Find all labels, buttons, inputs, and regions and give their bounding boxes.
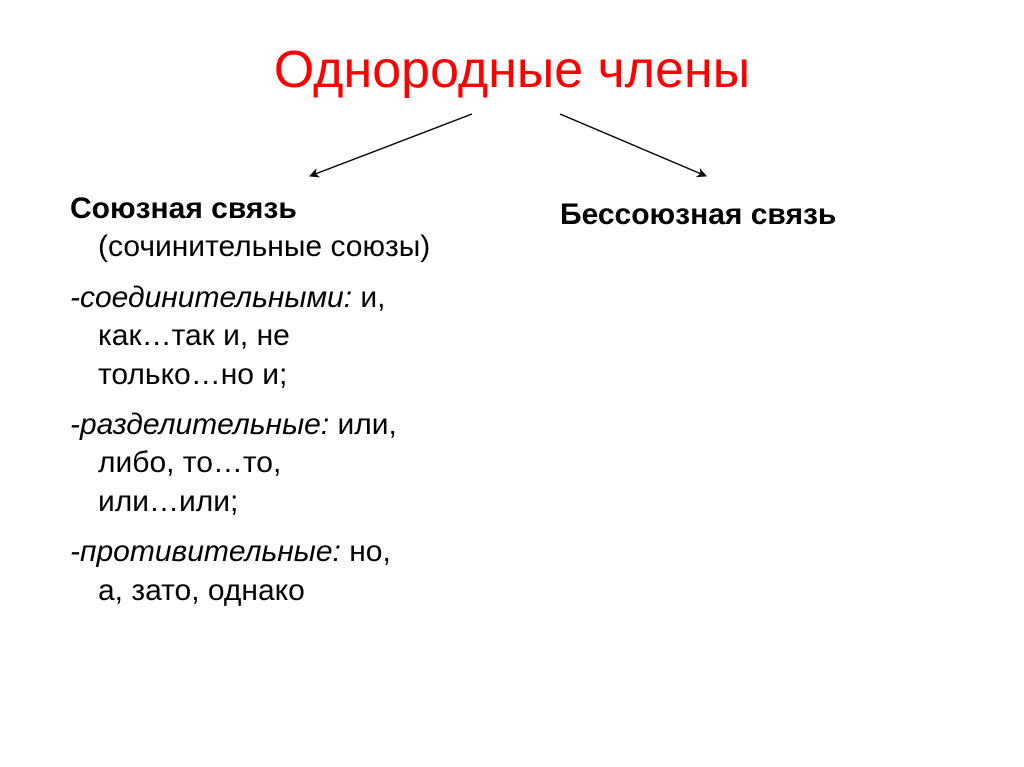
item-text: либо, то…то, [98, 444, 490, 482]
arrow-left [310, 114, 472, 176]
right-heading: Бессоюзная связь [560, 196, 960, 234]
slide-title: Однородные члены [0, 40, 1024, 100]
item-adversative: -противительные: но, а, зато, однако [70, 533, 490, 610]
item-text: и, [352, 281, 385, 314]
item-connective: -соединительными: и, как…так и, не тольк… [70, 279, 490, 394]
left-heading: Союзная связь [70, 190, 490, 228]
item-text: или…или; [98, 483, 490, 521]
item-text: но, [341, 535, 391, 568]
item-text: а, зато, однако [98, 572, 490, 610]
item-label: -противительные: [70, 535, 341, 568]
item-label: -соединительными: [70, 281, 352, 314]
item-text: только…но и; [98, 356, 490, 394]
left-subheading: (сочинительные союзы) [98, 228, 490, 266]
arrows-svg [0, 106, 1024, 196]
item-text: как…так и, не [98, 317, 490, 355]
slide: Однородные члены Союзная связь (сочините… [0, 0, 1024, 767]
item-disjunctive: -разделительные: или, либо, то…то, или…и… [70, 406, 490, 521]
right-column: Бессоюзная связь [560, 196, 960, 234]
item-text: или, [329, 408, 397, 441]
left-column: Союзная связь (сочинительные союзы) -сое… [70, 190, 490, 610]
item-label: -разделительные: [70, 408, 329, 441]
arrow-right [560, 114, 706, 176]
